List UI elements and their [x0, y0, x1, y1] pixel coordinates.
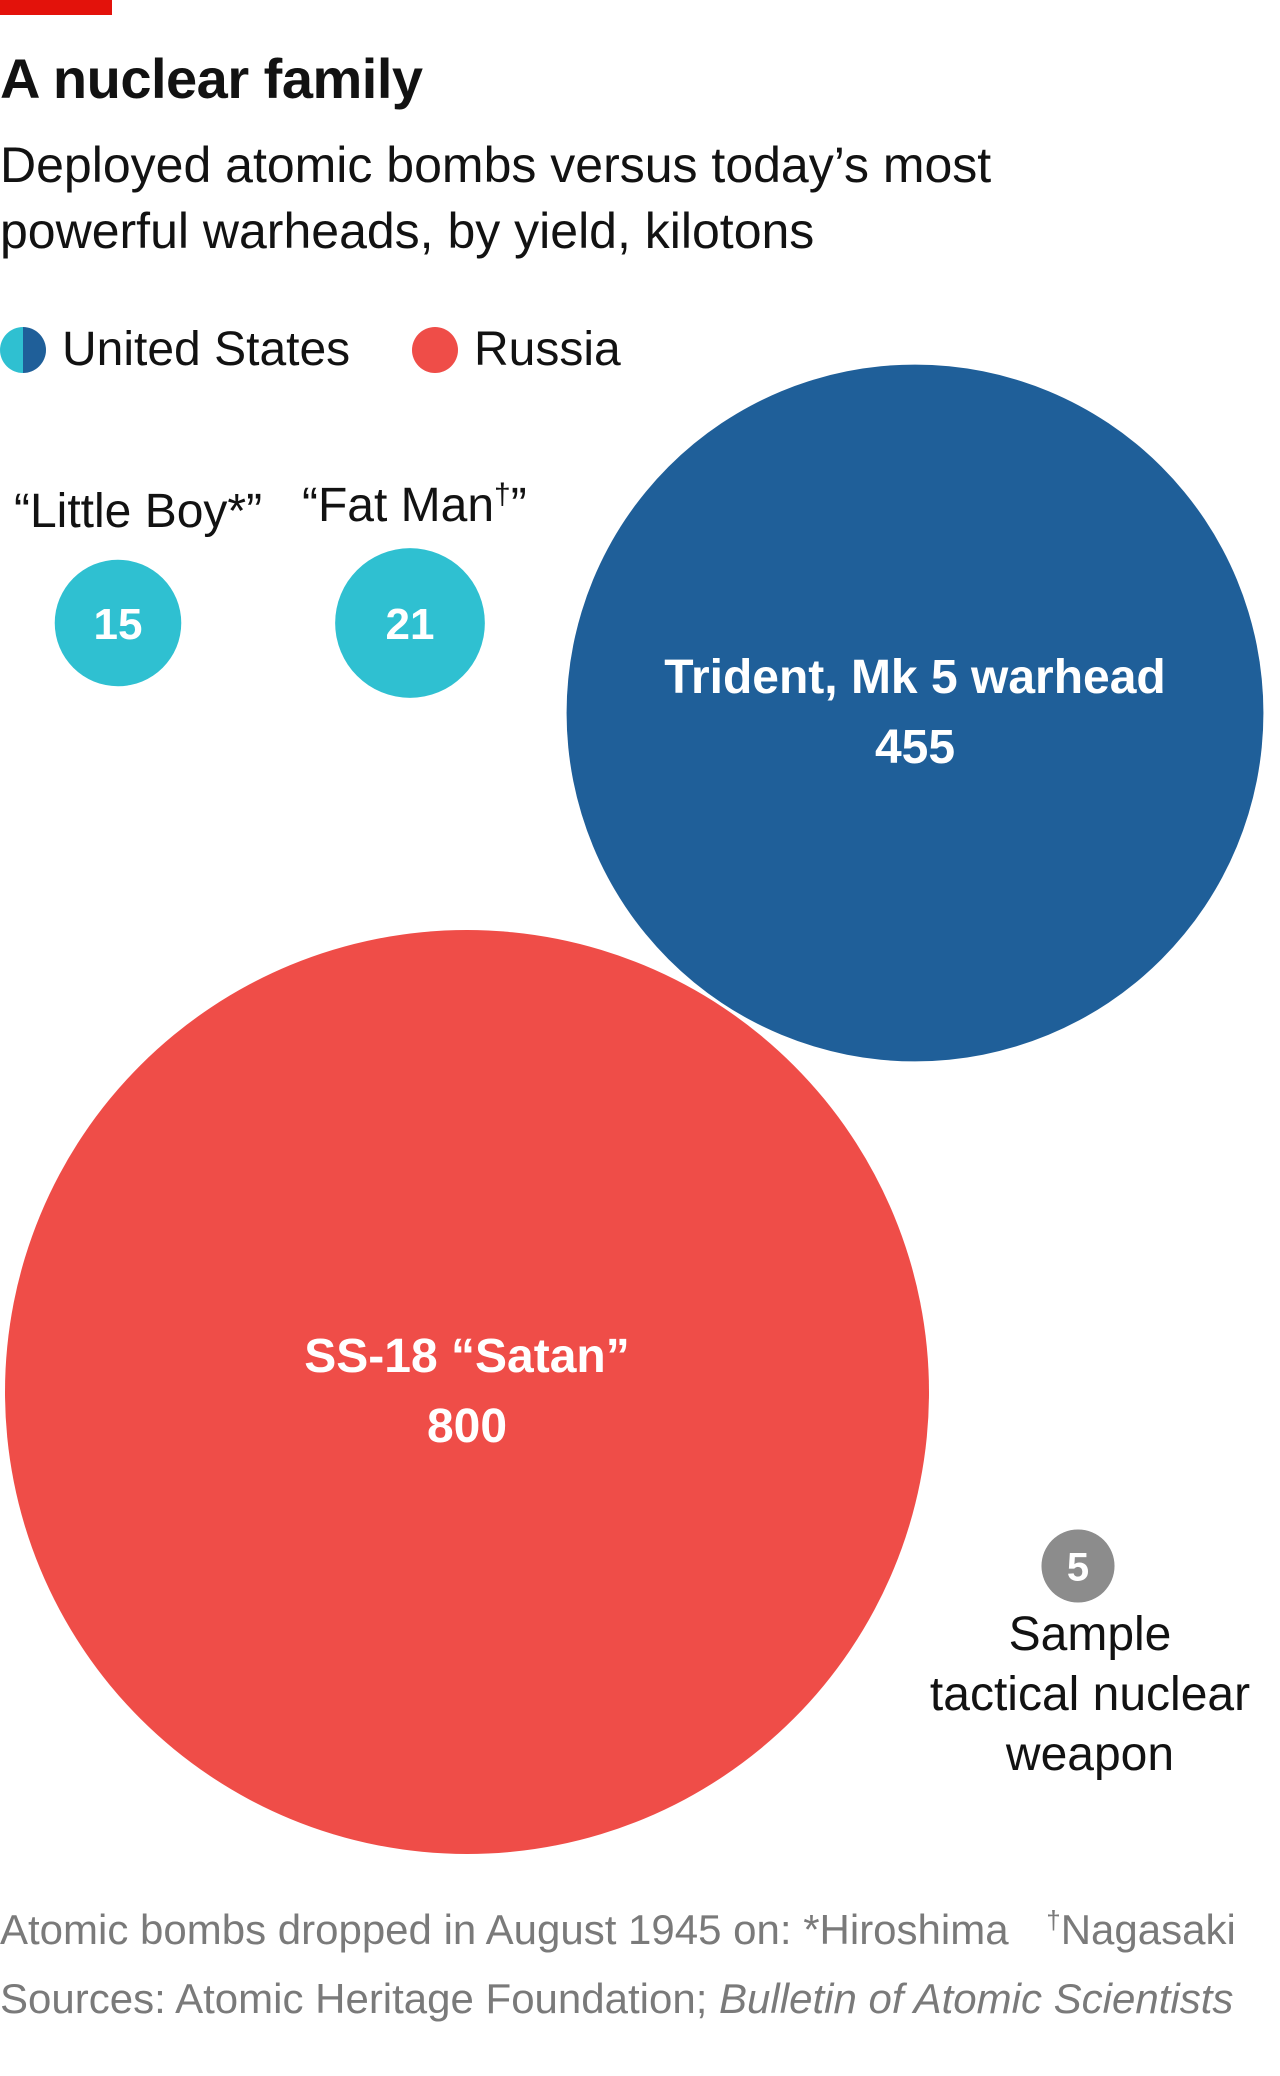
bubble-value-ss-18-satan: 800 [427, 1400, 507, 1453]
footnote-nagasaki: Nagasaki [1060, 1906, 1236, 1953]
label-sample-line-1: Sample [1008, 1608, 1172, 1661]
chart-title: A nuclear family [0, 47, 423, 110]
bubble-trident-mk-5-warhead [566, 364, 1264, 1062]
legend-label-russia: Russia [474, 323, 621, 376]
bubble-value-sample-tactical-nuclear-weapon: 5 [1067, 1545, 1089, 1589]
footnote-atomic: Atomic bombs dropped in August 1945 on: … [0, 1905, 1236, 1954]
footnote-sources-prefix: Sources: Atomic Heritage Foundation; [0, 1975, 720, 2022]
footnote-sources-italic: Bulletin of Atomic Scientists [719, 1975, 1234, 2022]
bubble-sample-tactical-nuclear-weapon [1041, 1529, 1115, 1603]
accent-bar [0, 0, 112, 15]
legend-item-russia: Russia [412, 322, 621, 377]
label-little-boy: “Little Boy*” [14, 485, 263, 538]
label-fat-man-dagger: † [494, 478, 511, 511]
chart-subtitle: Deployed atomic bombs versus today’s mos… [0, 137, 992, 259]
bubble-value-trident-mk-5-warhead: 455 [875, 721, 955, 774]
footnote-sources: Sources: Atomic Heritage Foundation; Bul… [0, 1975, 1233, 2023]
bubble-name-ss-18-satan: SS-18 “Satan” [304, 1330, 629, 1383]
label-sample-line-3: weapon [1005, 1728, 1175, 1781]
label-fat-man-close: ” [510, 479, 527, 532]
legend-label-united-states: United States [62, 323, 351, 376]
bubble-fat-man [335, 548, 485, 698]
legend-swatch-united-states [0, 326, 46, 373]
legend-item-united-states: United States [0, 322, 350, 377]
label-sample-weapon: Sample tactical nuclear weapon [900, 1605, 1280, 1785]
label-fat-man: “Fat Man†” [302, 478, 527, 533]
bubble-value-little-boy: 15 [94, 600, 143, 649]
bubble-little-boy [54, 559, 182, 687]
legend-swatch-russia [412, 326, 458, 373]
bubble-value-fat-man: 21 [386, 600, 435, 649]
bubble-name-trident-mk-5-warhead: Trident, Mk 5 warhead [664, 651, 1165, 704]
bubble-ss-18-satan [5, 930, 929, 1854]
footnote-dagger: † [1046, 1905, 1061, 1935]
label-sample-line-2: tactical nuclear [929, 1668, 1251, 1721]
footnote-atomic-text: Atomic bombs dropped in August 1945 on: … [0, 1906, 1009, 1953]
label-fat-man-text: “Fat Man [302, 479, 495, 532]
